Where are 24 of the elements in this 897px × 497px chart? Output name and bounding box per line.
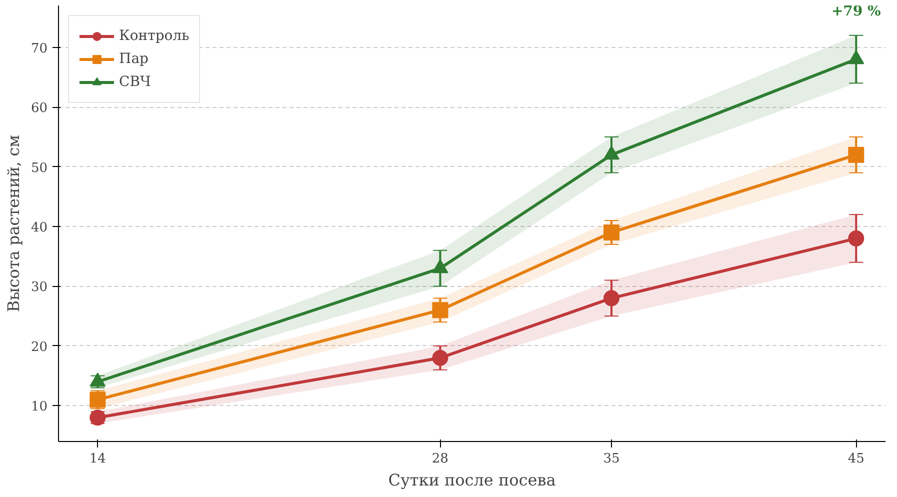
point [432,302,448,318]
legend-label: СВЧ [119,74,151,90]
y-axis-title: Высота растений, см [4,134,23,312]
x-tick-label: 45 [848,452,864,466]
y-tick-label: 50 [30,160,48,176]
x-axis-title: Сутки после посева [388,470,556,490]
y-tick-label: 40 [30,220,48,236]
point [848,230,864,246]
point [848,146,864,163]
x-tick-label: 14 [89,452,106,466]
point [432,350,448,366]
legend-label: Контроль [119,28,190,44]
point [603,290,620,306]
point [603,146,620,160]
y-tick-label: 70 [30,41,48,56]
point [603,224,620,240]
y-tick-label: 20 [30,340,48,355]
y-tick-label: 10 [30,400,48,415]
x-tick-label: 35 [603,452,620,466]
legend-label: Пар [119,51,149,67]
y-tick-label: 60 [30,101,48,116]
x-tick-label: 28 [432,452,448,466]
y-tick-label: 30 [30,280,48,296]
point [848,50,864,64]
